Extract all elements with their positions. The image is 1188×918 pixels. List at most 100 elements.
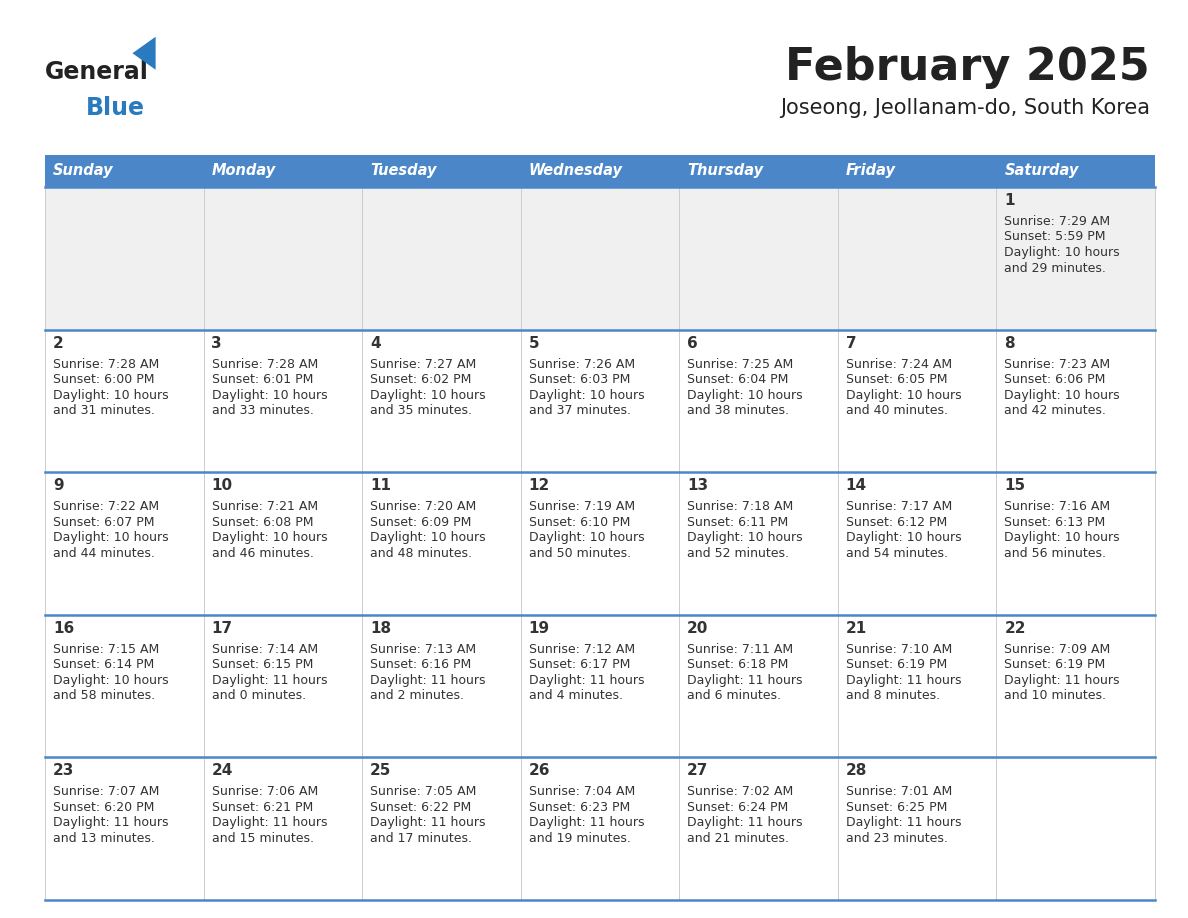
- Text: Sunrise: 7:24 AM: Sunrise: 7:24 AM: [846, 358, 952, 371]
- Text: Sunset: 6:10 PM: Sunset: 6:10 PM: [529, 516, 630, 529]
- Text: Sunset: 6:08 PM: Sunset: 6:08 PM: [211, 516, 312, 529]
- Text: Sunset: 6:09 PM: Sunset: 6:09 PM: [371, 516, 472, 529]
- Text: Daylight: 10 hours: Daylight: 10 hours: [529, 388, 644, 401]
- Text: Daylight: 11 hours: Daylight: 11 hours: [211, 816, 327, 829]
- Text: Sunrise: 7:28 AM: Sunrise: 7:28 AM: [53, 358, 159, 371]
- Text: 12: 12: [529, 478, 550, 493]
- Text: Sunset: 6:11 PM: Sunset: 6:11 PM: [687, 516, 789, 529]
- Text: Sunset: 5:59 PM: Sunset: 5:59 PM: [1004, 230, 1106, 243]
- Text: Sunrise: 7:09 AM: Sunrise: 7:09 AM: [1004, 643, 1111, 655]
- Text: and 19 minutes.: and 19 minutes.: [529, 832, 631, 845]
- Text: Blue: Blue: [86, 96, 145, 120]
- Text: Daylight: 10 hours: Daylight: 10 hours: [211, 532, 327, 544]
- Text: Sunrise: 7:27 AM: Sunrise: 7:27 AM: [371, 358, 476, 371]
- Text: Daylight: 10 hours: Daylight: 10 hours: [371, 388, 486, 401]
- Text: and 48 minutes.: and 48 minutes.: [371, 547, 472, 560]
- Text: February 2025: February 2025: [785, 46, 1150, 89]
- Text: Sunrise: 7:13 AM: Sunrise: 7:13 AM: [371, 643, 476, 655]
- Text: Sunrise: 7:21 AM: Sunrise: 7:21 AM: [211, 500, 317, 513]
- Text: and 38 minutes.: and 38 minutes.: [687, 404, 789, 417]
- Text: and 46 minutes.: and 46 minutes.: [211, 547, 314, 560]
- Text: and 21 minutes.: and 21 minutes.: [687, 832, 789, 845]
- Text: Sunset: 6:23 PM: Sunset: 6:23 PM: [529, 800, 630, 814]
- Text: Sunrise: 7:29 AM: Sunrise: 7:29 AM: [1004, 215, 1111, 228]
- Text: 9: 9: [53, 478, 63, 493]
- Text: and 40 minutes.: and 40 minutes.: [846, 404, 948, 417]
- Text: and 31 minutes.: and 31 minutes.: [53, 404, 154, 417]
- Text: Sunset: 6:16 PM: Sunset: 6:16 PM: [371, 658, 472, 671]
- Text: Sunrise: 7:20 AM: Sunrise: 7:20 AM: [371, 500, 476, 513]
- Text: Sunset: 6:22 PM: Sunset: 6:22 PM: [371, 800, 472, 814]
- Text: Sunrise: 7:16 AM: Sunrise: 7:16 AM: [1004, 500, 1111, 513]
- Text: Sunset: 6:25 PM: Sunset: 6:25 PM: [846, 800, 947, 814]
- Text: 26: 26: [529, 764, 550, 778]
- Text: Sunset: 6:01 PM: Sunset: 6:01 PM: [211, 373, 312, 386]
- Text: Daylight: 10 hours: Daylight: 10 hours: [211, 388, 327, 401]
- Text: and 54 minutes.: and 54 minutes.: [846, 547, 948, 560]
- Text: Sunrise: 7:05 AM: Sunrise: 7:05 AM: [371, 786, 476, 799]
- Bar: [45, 155, 1155, 187]
- Text: 14: 14: [846, 478, 867, 493]
- Text: 4: 4: [371, 336, 380, 351]
- Text: Sunset: 6:06 PM: Sunset: 6:06 PM: [1004, 373, 1106, 386]
- Text: Daylight: 10 hours: Daylight: 10 hours: [687, 388, 803, 401]
- Text: Sunrise: 7:19 AM: Sunrise: 7:19 AM: [529, 500, 634, 513]
- Text: and 58 minutes.: and 58 minutes.: [53, 689, 156, 702]
- Text: Sunset: 6:18 PM: Sunset: 6:18 PM: [687, 658, 789, 671]
- Text: 17: 17: [211, 621, 233, 636]
- Text: and 13 minutes.: and 13 minutes.: [53, 832, 154, 845]
- Text: 20: 20: [687, 621, 708, 636]
- Text: 5: 5: [529, 336, 539, 351]
- Text: Daylight: 11 hours: Daylight: 11 hours: [371, 674, 486, 687]
- Bar: [45, 757, 1155, 900]
- Text: 3: 3: [211, 336, 222, 351]
- Text: 8: 8: [1004, 336, 1015, 351]
- Text: Saturday: Saturday: [1004, 163, 1079, 178]
- Text: Joseong, Jeollanam-do, South Korea: Joseong, Jeollanam-do, South Korea: [781, 98, 1150, 118]
- Text: Daylight: 11 hours: Daylight: 11 hours: [371, 816, 486, 829]
- Bar: [45, 472, 1155, 615]
- Text: 18: 18: [371, 621, 391, 636]
- Text: and 52 minutes.: and 52 minutes.: [687, 547, 789, 560]
- Text: and 15 minutes.: and 15 minutes.: [211, 832, 314, 845]
- Text: 16: 16: [53, 621, 74, 636]
- Text: Daylight: 10 hours: Daylight: 10 hours: [529, 532, 644, 544]
- Text: and 0 minutes.: and 0 minutes.: [211, 689, 305, 702]
- Text: Daylight: 11 hours: Daylight: 11 hours: [1004, 674, 1120, 687]
- Text: and 23 minutes.: and 23 minutes.: [846, 832, 948, 845]
- Text: Sunrise: 7:06 AM: Sunrise: 7:06 AM: [211, 786, 317, 799]
- Text: Sunrise: 7:28 AM: Sunrise: 7:28 AM: [211, 358, 317, 371]
- Text: Sunset: 6:03 PM: Sunset: 6:03 PM: [529, 373, 630, 386]
- Text: Sunday: Sunday: [53, 163, 114, 178]
- Text: Daylight: 10 hours: Daylight: 10 hours: [687, 532, 803, 544]
- Text: 13: 13: [687, 478, 708, 493]
- Text: Wednesday: Wednesday: [529, 163, 623, 178]
- Text: Sunset: 6:00 PM: Sunset: 6:00 PM: [53, 373, 154, 386]
- Text: Sunset: 6:21 PM: Sunset: 6:21 PM: [211, 800, 312, 814]
- Text: Sunrise: 7:04 AM: Sunrise: 7:04 AM: [529, 786, 634, 799]
- Text: and 50 minutes.: and 50 minutes.: [529, 547, 631, 560]
- Text: Sunrise: 7:14 AM: Sunrise: 7:14 AM: [211, 643, 317, 655]
- Text: and 2 minutes.: and 2 minutes.: [371, 689, 465, 702]
- Text: Sunrise: 7:26 AM: Sunrise: 7:26 AM: [529, 358, 634, 371]
- Text: Friday: Friday: [846, 163, 896, 178]
- Text: 7: 7: [846, 336, 857, 351]
- Text: and 35 minutes.: and 35 minutes.: [371, 404, 472, 417]
- Text: Sunset: 6:02 PM: Sunset: 6:02 PM: [371, 373, 472, 386]
- Text: Sunset: 6:12 PM: Sunset: 6:12 PM: [846, 516, 947, 529]
- Text: Sunrise: 7:15 AM: Sunrise: 7:15 AM: [53, 643, 159, 655]
- Text: Sunrise: 7:01 AM: Sunrise: 7:01 AM: [846, 786, 952, 799]
- Text: and 29 minutes.: and 29 minutes.: [1004, 262, 1106, 274]
- Text: and 10 minutes.: and 10 minutes.: [1004, 689, 1106, 702]
- Text: Sunset: 6:14 PM: Sunset: 6:14 PM: [53, 658, 154, 671]
- Text: Daylight: 11 hours: Daylight: 11 hours: [846, 816, 961, 829]
- Text: Thursday: Thursday: [687, 163, 764, 178]
- Text: Daylight: 10 hours: Daylight: 10 hours: [371, 532, 486, 544]
- Text: 11: 11: [371, 478, 391, 493]
- Bar: [45, 615, 1155, 757]
- Text: Daylight: 10 hours: Daylight: 10 hours: [53, 532, 169, 544]
- Text: Daylight: 11 hours: Daylight: 11 hours: [846, 674, 961, 687]
- Text: and 4 minutes.: and 4 minutes.: [529, 689, 623, 702]
- Text: Monday: Monday: [211, 163, 276, 178]
- Text: Daylight: 10 hours: Daylight: 10 hours: [1004, 388, 1120, 401]
